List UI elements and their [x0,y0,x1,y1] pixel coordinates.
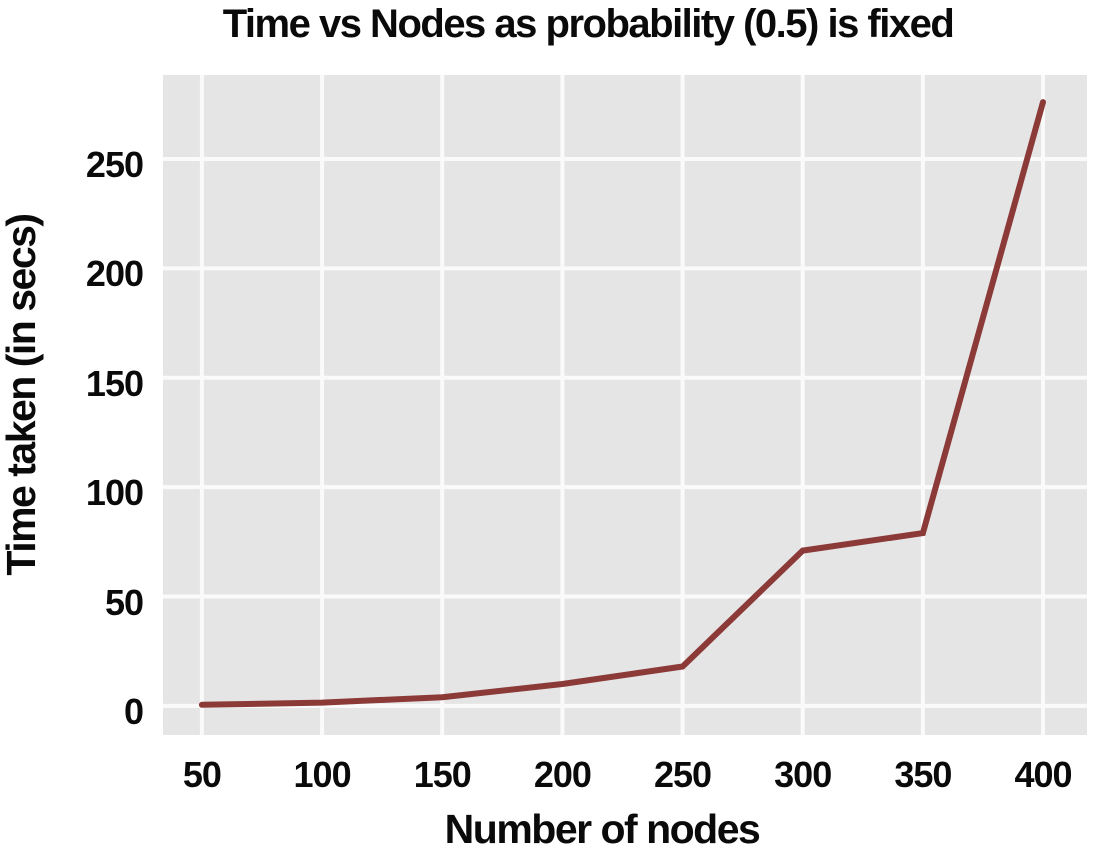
y-tick-label: 200 [85,253,144,295]
x-tick-label: 300 [774,754,832,795]
chart-title: Time vs Nodes as probability (0.5) is fi… [222,2,955,46]
x-tick-label: 350 [894,754,952,795]
y-tick-label: 150 [85,362,144,404]
x-tick-label: 400 [1014,754,1072,795]
x-axis-label: Number of nodes [444,806,761,852]
y-tick-label: 250 [85,144,144,185]
y-tick-label: 50 [104,581,144,623]
x-tick-label: 50 [182,754,222,795]
x-tick-label: 100 [293,754,352,795]
x-tick-label: 250 [654,754,712,795]
x-tick-label: 150 [413,754,472,795]
y-tick-label: 100 [85,472,144,514]
plot-area [163,75,1087,735]
data-line [198,99,1046,708]
x-tick-label: 200 [533,754,592,795]
y-tick-label: 0 [123,690,144,732]
line-chart-canvas [163,75,1087,735]
